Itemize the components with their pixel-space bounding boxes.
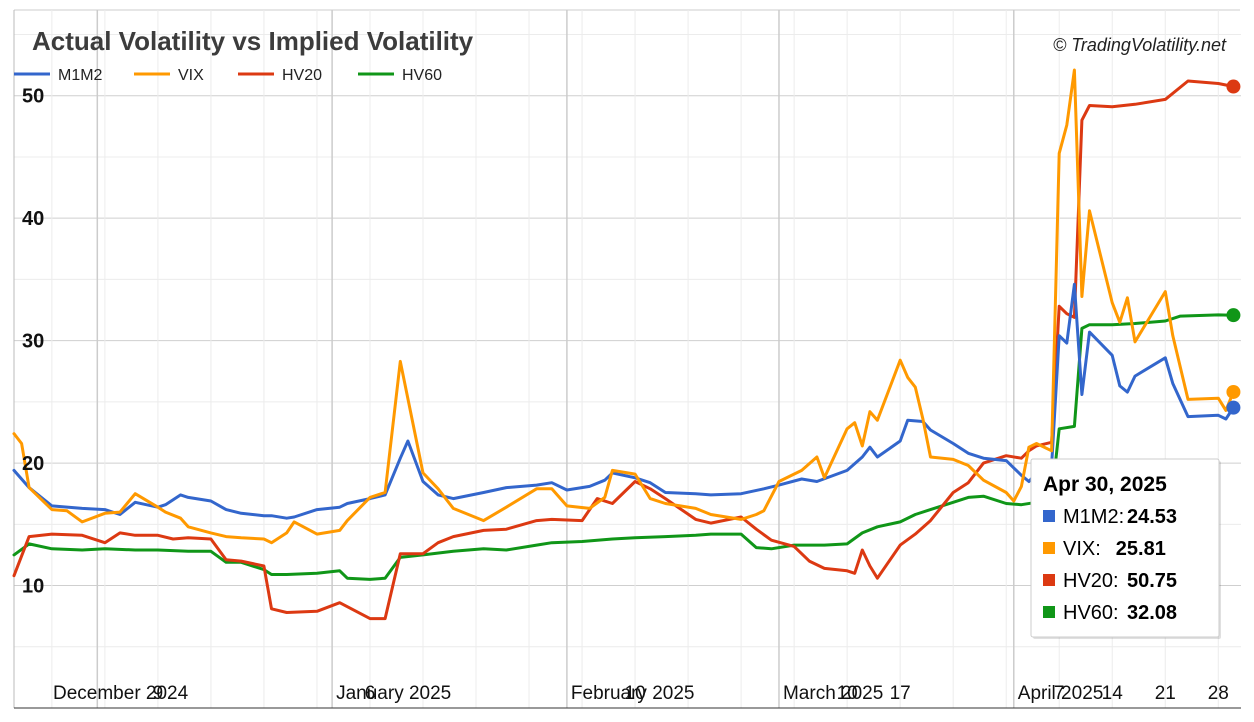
tooltip-label-vix: VIX: <box>1063 538 1101 560</box>
x-tick-label: January 2025 <box>336 683 451 704</box>
tooltip-value-m1m2: 24.53 <box>1127 506 1177 528</box>
end-marker-m1m2[interactable] <box>1226 400 1241 415</box>
x-tick-label: 28 <box>1208 683 1229 704</box>
chart-credit: © TradingVolatility.net <box>1053 35 1227 55</box>
y-tick-label: 40 <box>22 208 44 230</box>
tooltip-box <box>1030 458 1220 638</box>
tooltip-label-hv60: HV60: <box>1063 602 1119 624</box>
x-tick-label: 17 <box>890 683 911 704</box>
x-tick-label: 14 <box>1102 683 1124 704</box>
y-tick-label: 10 <box>22 576 44 598</box>
legend-label-hv60[interactable]: HV60 <box>402 67 442 84</box>
x-tick-label: March 2025 <box>783 683 883 704</box>
y-axis: 10 20 30 40 50 <box>22 86 44 598</box>
tooltip-label-hv20: HV20: <box>1063 570 1119 592</box>
y-tick-label: 50 <box>22 86 44 108</box>
legend-label-vix[interactable]: VIX <box>178 67 204 84</box>
legend: M1M2 VIX HV20 HV60 <box>14 67 442 84</box>
y-tick-label: 30 <box>22 331 44 353</box>
series-line-hv20 <box>12 79 1235 621</box>
tooltip-value-vix: 25.81 <box>1116 538 1166 560</box>
tooltip-value-hv20: 50.75 <box>1127 570 1177 592</box>
end-marker-hv20[interactable] <box>1226 79 1241 94</box>
x-tick-label: 21 <box>1155 683 1176 704</box>
tooltip: Apr 30, 2025 M1M2: 24.53 VIX: 25.81 HV20: 50.7… <box>1030 458 1221 639</box>
tooltip-swatch-vix <box>1043 542 1055 554</box>
tooltip-value-hv60: 32.08 <box>1127 602 1177 624</box>
tooltip-swatch-hv20 <box>1043 574 1055 586</box>
tooltip-swatch-m1m2 <box>1043 510 1055 522</box>
x-tick-label: April 2025 <box>1018 683 1104 704</box>
y-tick-label: 20 <box>22 453 44 475</box>
x-tick-label: December 2024 <box>53 683 189 704</box>
x-tick-label: 7 <box>1054 683 1065 704</box>
tooltip-label-m1m2: M1M2: <box>1063 506 1124 528</box>
tooltip-date: Apr 30, 2025 <box>1043 473 1167 496</box>
legend-label-hv20[interactable]: HV20 <box>282 67 322 84</box>
x-tick-label: 10 <box>625 683 646 704</box>
legend-label-m1m2[interactable]: M1M2 <box>58 67 103 84</box>
x-tick-label: February 2025 <box>571 683 695 704</box>
x-tick-label: 10 <box>837 683 858 704</box>
top-strip <box>0 0 1254 6</box>
tooltip-swatch-hv60 <box>1043 606 1055 618</box>
chart-title: Actual Volatility vs Implied Volatility <box>32 26 474 56</box>
end-marker-hv60[interactable] <box>1226 308 1241 323</box>
series-line-vix <box>12 68 1235 545</box>
x-tick-label: 6 <box>365 683 376 704</box>
end-marker-vix[interactable] <box>1226 384 1241 399</box>
series-line-m1m2 <box>12 282 1235 520</box>
x-tick-label: 9 <box>153 683 164 704</box>
